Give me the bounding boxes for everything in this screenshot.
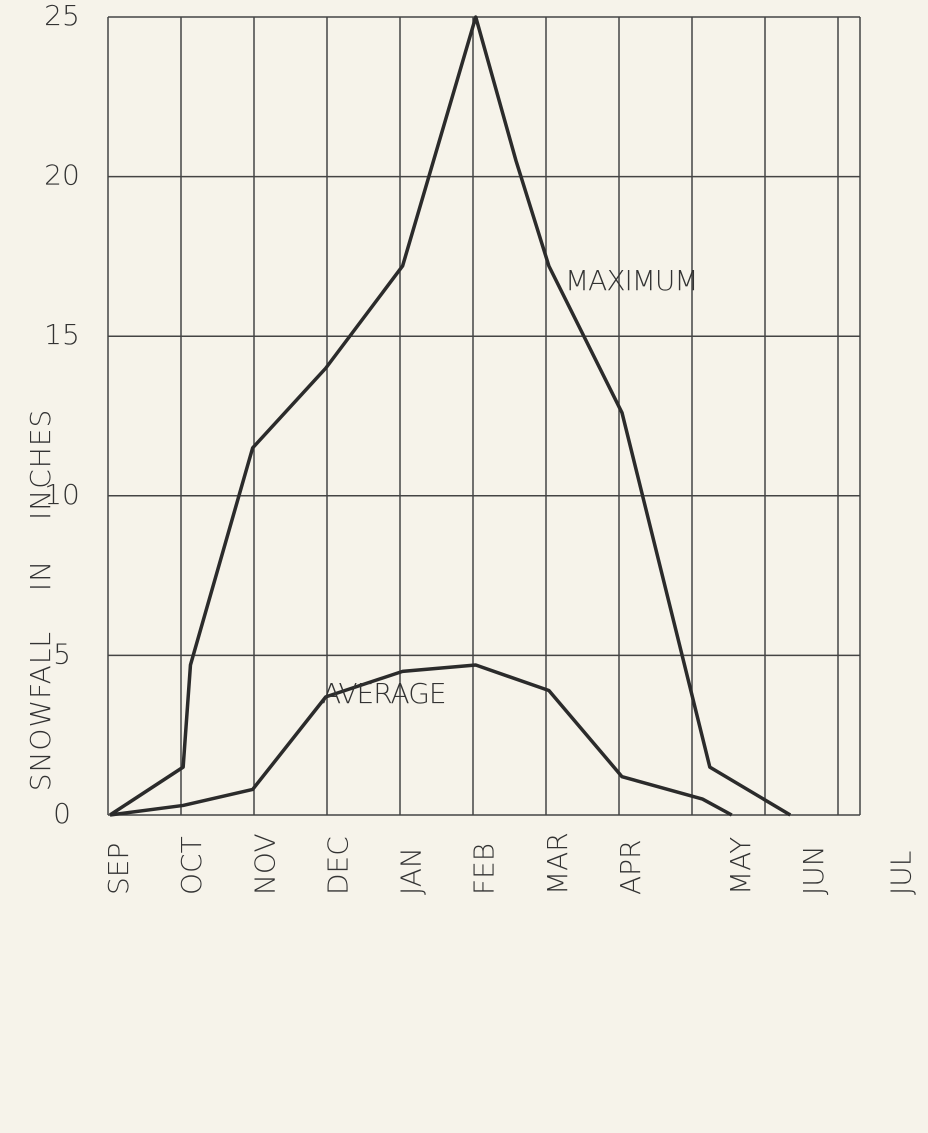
y-tick-label: 15	[44, 318, 80, 351]
x-tick-label: MAR	[541, 832, 574, 895]
series-label: AVERAGE	[322, 677, 446, 710]
x-tick-label: JAN	[395, 847, 428, 895]
x-tick-label: FEB	[468, 843, 501, 895]
y-axis-label: SNOWFALL IN INCHES	[24, 409, 57, 792]
x-tick-label: APR	[614, 840, 647, 896]
y-tick-label: 25	[44, 0, 80, 32]
y-tick-label: 20	[44, 159, 80, 192]
x-tick-label: DEC	[321, 836, 354, 895]
series-label: MAXIMUM	[565, 264, 698, 297]
series-line	[109, 663, 733, 817]
x-tick-label: MAY	[724, 837, 757, 895]
x-tick-label: NOV	[248, 833, 281, 895]
series-line	[109, 15, 792, 817]
y-tick-label: 0	[53, 797, 71, 830]
x-tick-label: JUL	[885, 851, 918, 895]
y-tick-label: 10	[44, 478, 80, 511]
x-tick-label: SEP	[102, 843, 135, 895]
y-tick-label: 5	[53, 637, 71, 670]
x-tick-label: JUN	[797, 845, 830, 895]
x-tick-label: OCT	[175, 836, 208, 895]
